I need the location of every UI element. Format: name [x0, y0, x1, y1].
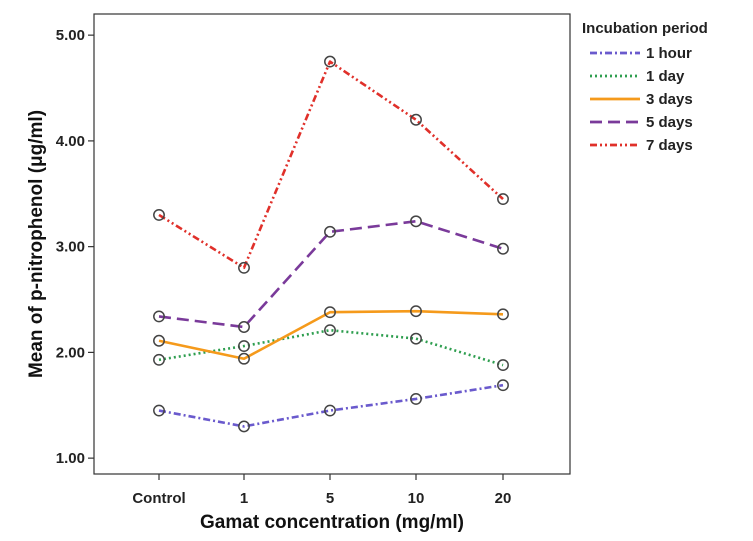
data-point	[410, 332, 422, 345]
legend-title: Incubation period	[582, 20, 708, 37]
legend: Incubation period 1 hour 1 day 3 days 5 day…	[582, 20, 708, 154]
data-point	[238, 261, 250, 274]
legend-label: 1 day	[646, 68, 685, 85]
data-point	[238, 340, 250, 352]
data-point	[410, 113, 422, 126]
data-point	[324, 225, 336, 238]
series-line-1-hour	[158, 383, 504, 428]
data-point	[497, 359, 509, 372]
x-tick-label: 20	[495, 490, 512, 507]
data-point	[324, 306, 336, 319]
data-point	[153, 404, 165, 417]
y-tick-label: 2.00	[56, 344, 85, 361]
x-axis-ticks: Control 1 5 10 20	[132, 474, 511, 507]
data-point	[324, 55, 336, 68]
series-line-3-days	[158, 309, 504, 361]
y-axis-ticks: 1.00 2.00 3.00 4.00 5.00	[56, 27, 94, 467]
data-point	[497, 308, 509, 321]
series-line-5-days	[158, 219, 504, 329]
y-tick-label: 3.00	[56, 239, 85, 256]
y-tick-label: 1.00	[56, 450, 85, 467]
legend-label: 5 days	[646, 114, 693, 131]
x-tick-label: Control	[132, 490, 185, 507]
data-point	[153, 334, 165, 347]
y-tick-label: 4.00	[56, 133, 85, 150]
data-point	[410, 392, 422, 405]
legend-label: 1 hour	[646, 45, 692, 62]
data-point	[497, 379, 509, 392]
data-point	[324, 404, 336, 417]
x-tick-label: 10	[408, 490, 425, 507]
data-point	[497, 242, 509, 255]
data-point	[238, 321, 250, 333]
x-tick-label: 1	[240, 490, 248, 507]
data-point	[497, 193, 509, 206]
data-point	[238, 352, 250, 365]
data-point	[238, 420, 250, 433]
data-point	[153, 310, 165, 323]
data-point	[153, 353, 165, 366]
series-lines	[158, 60, 504, 428]
series-points	[153, 55, 509, 433]
legend-label: 3 days	[646, 91, 693, 108]
series-line-7-days	[158, 60, 504, 270]
x-axis-title: Gamat concentration (mg/ml)	[200, 512, 464, 533]
x-tick-label: 5	[326, 490, 334, 507]
legend-label: 7 days	[646, 137, 693, 154]
series-line-1-day	[158, 328, 504, 367]
data-point	[153, 208, 165, 221]
data-point	[324, 324, 336, 337]
y-axis-title: Mean of p-nitrophenol (μg/ml)	[26, 110, 47, 378]
y-tick-label: 5.00	[56, 27, 85, 44]
data-point	[410, 215, 422, 228]
plot-frame	[93, 13, 571, 475]
data-point	[410, 305, 422, 318]
